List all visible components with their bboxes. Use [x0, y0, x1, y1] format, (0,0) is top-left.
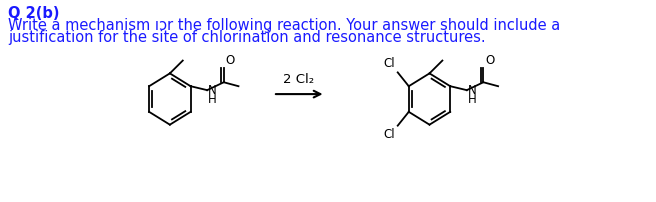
Text: O: O	[226, 55, 235, 67]
Text: 2 Cl₂: 2 Cl₂	[283, 73, 314, 86]
Text: H: H	[208, 93, 217, 105]
Text: O: O	[485, 55, 495, 67]
Text: Q 2(b): Q 2(b)	[8, 6, 59, 21]
Text: Cl: Cl	[383, 57, 395, 70]
Text: Write a mechanism ıɔr the following reaction. Your answer should include a: Write a mechanism ıɔr the following reac…	[8, 18, 560, 33]
Text: Cl: Cl	[383, 128, 395, 141]
Text: N: N	[468, 84, 476, 97]
Text: justification for the site of chlorination and resonance structures.: justification for the site of chlorinati…	[8, 30, 485, 45]
Text: H: H	[468, 93, 476, 105]
Text: N: N	[208, 84, 217, 97]
